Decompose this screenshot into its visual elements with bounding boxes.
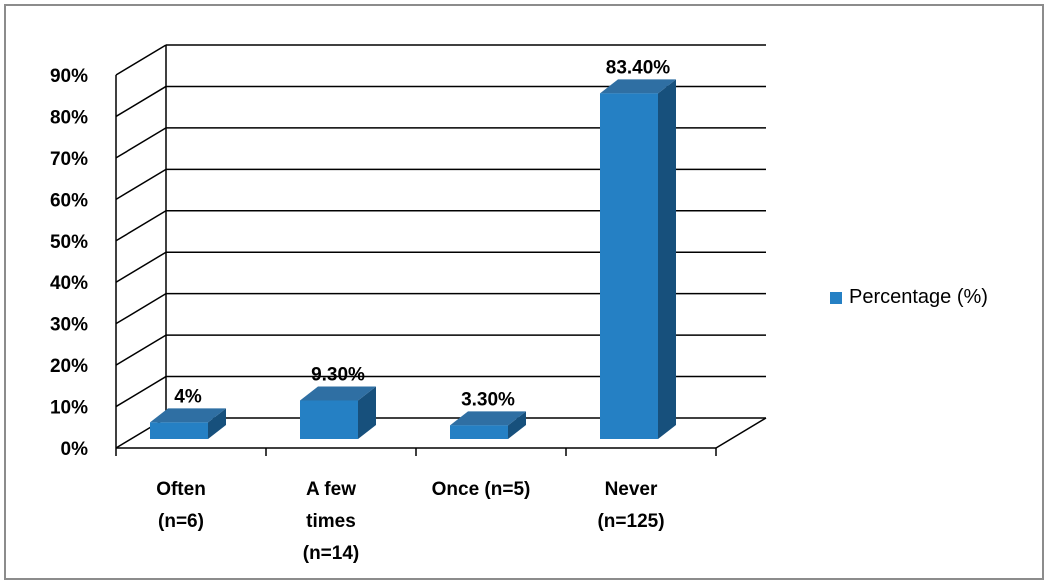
x-tick-label: Once (n=5) xyxy=(432,479,531,500)
bar-top xyxy=(150,408,226,423)
bar-top xyxy=(450,411,526,426)
legend: Percentage (%) xyxy=(830,286,988,309)
gridline-diagonal xyxy=(115,375,167,408)
bar-side xyxy=(358,386,376,439)
legend-swatch xyxy=(830,291,842,304)
legend-label: Percentage (%) xyxy=(849,286,988,308)
gridline-diagonal xyxy=(115,44,167,76)
y-tick-label: 40% xyxy=(50,273,88,294)
gridline-diagonal xyxy=(115,293,167,325)
bar-side xyxy=(208,408,226,439)
bar-side xyxy=(508,411,526,439)
bar xyxy=(300,400,358,439)
bar-side xyxy=(658,79,676,439)
bar-top xyxy=(300,386,376,401)
x-tick-label: A few times (n=14) xyxy=(303,479,360,564)
data-label: 3.30% xyxy=(461,389,515,410)
data-label: 9.30% xyxy=(311,364,365,385)
x-tick-label: Never (n=125) xyxy=(597,479,664,532)
y-tick-label: 50% xyxy=(50,232,88,253)
bar-top xyxy=(600,79,676,94)
y-tick-label: 90% xyxy=(50,66,88,87)
chart-frame xyxy=(4,4,1044,580)
bar xyxy=(150,422,208,439)
x-tick-label: Often (n=6) xyxy=(156,479,206,532)
y-tick-label: 80% xyxy=(50,107,88,128)
gridline-diagonal xyxy=(115,85,167,118)
y-tick-label: 60% xyxy=(50,190,88,211)
y-tick-label: 0% xyxy=(61,439,89,460)
data-label: 83.40% xyxy=(606,57,671,78)
y-tick-label: 20% xyxy=(50,356,88,377)
gridline-diagonal xyxy=(115,210,167,242)
bar xyxy=(450,425,508,439)
gridline-diagonal xyxy=(115,127,167,159)
y-tick-label: 10% xyxy=(50,398,88,419)
y-tick-label: 30% xyxy=(50,315,88,336)
data-label: 4% xyxy=(174,386,202,407)
gridline-diagonal xyxy=(115,168,167,200)
floor-right-edge xyxy=(715,417,767,449)
y-tick-label: 70% xyxy=(50,149,88,170)
gridline-diagonal xyxy=(115,334,167,366)
bar xyxy=(600,93,658,439)
gridline-diagonal xyxy=(115,251,167,283)
